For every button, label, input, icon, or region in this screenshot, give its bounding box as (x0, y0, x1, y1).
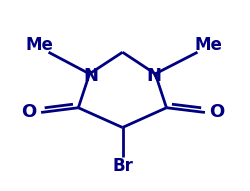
Text: O: O (22, 103, 37, 121)
Text: O: O (208, 103, 224, 121)
Text: N: N (83, 67, 98, 85)
Text: Me: Me (26, 36, 54, 54)
Text: Br: Br (112, 157, 132, 175)
Text: Me: Me (194, 36, 222, 54)
Text: N: N (146, 67, 161, 85)
